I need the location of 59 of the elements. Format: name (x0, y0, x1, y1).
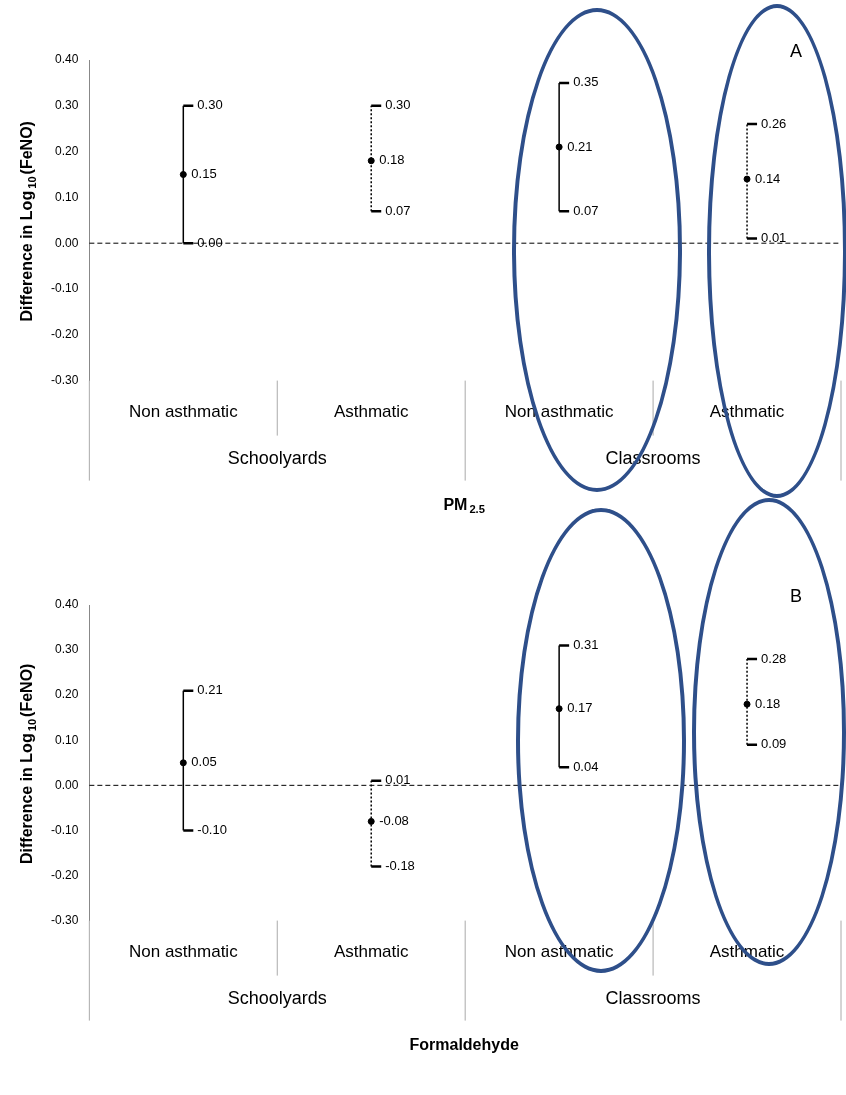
annotation: -0.18 (385, 858, 415, 874)
y-tick-label: -0.30 (50, 912, 79, 927)
data-label: 0.14 (755, 170, 781, 186)
x-axis-title: Formaldehyde (409, 1036, 519, 1054)
y-tick-label: 0.10 (54, 189, 79, 204)
text: Schoolyards (227, 447, 327, 468)
y-tick-label: -0.20 (50, 867, 79, 882)
y-tick-label: 0.40 (54, 52, 79, 67)
text: Classrooms (605, 987, 701, 1008)
data-label: 0.18 (755, 695, 781, 711)
annotation: 0.26 (761, 115, 787, 131)
annotation: 0.31 (573, 637, 599, 653)
y-tick-label: -0.10 (50, 822, 79, 837)
y-tick-label: 0.20 (54, 143, 79, 158)
y-tick-label: -0.30 (50, 372, 79, 387)
annotation: 0.01 (385, 772, 411, 788)
point (367, 157, 375, 165)
data-label: 0.17 (567, 700, 593, 716)
data-label: 0.21 (567, 138, 593, 154)
y-tick-label: 0.00 (54, 235, 79, 250)
annotation: 0.21 (197, 682, 223, 698)
y-axis-title: Difference in Log10(FeNO) (18, 663, 38, 865)
text: Schoolyards (227, 987, 327, 1008)
annotation: -0.10 (197, 822, 227, 838)
point (367, 817, 375, 825)
annotation: 0.35 (573, 74, 599, 90)
annotation: 0.30 (385, 97, 411, 113)
annotation: 0.00 (197, 234, 223, 250)
data-label: -0.08 (379, 812, 409, 828)
point (743, 175, 751, 183)
annotation: 0.28 (761, 650, 787, 666)
y-tick-label: 0.30 (54, 98, 79, 113)
annotation: 0.01 (761, 230, 787, 246)
x-tick-label: Non asthmatic (504, 402, 614, 422)
annotation: B (789, 585, 803, 606)
x-tick-label: Non asthmatic (128, 942, 239, 962)
y-tick-label: -0.20 (50, 327, 79, 342)
annotation: 0.30 (197, 97, 223, 113)
annotation: 0.07 (573, 202, 599, 218)
x-tick-label: Asthmatic (333, 402, 410, 422)
x-tick-label: Asthmatic (333, 942, 410, 962)
y-tick-label: 0.00 (54, 777, 79, 792)
y-tick-label: 0.40 (54, 597, 79, 612)
annotation: 0.04 (573, 758, 599, 774)
y-tick-label: 0.20 (54, 687, 79, 702)
annotation: 0.09 (761, 736, 787, 752)
data-label: 0.15 (191, 166, 217, 182)
y-tick-label: 0.30 (54, 642, 79, 657)
point (179, 171, 187, 178)
point (743, 700, 751, 708)
x-tick-label: Non asthmatic (128, 402, 239, 422)
annotation: A (789, 40, 803, 61)
y-tick-label: -0.10 (50, 281, 79, 296)
data-label: 0.18 (379, 152, 405, 168)
data-label: 0.05 (191, 754, 217, 770)
y-axis-title: Difference in Log10(FeNO) (18, 121, 38, 322)
y-tick-label: 0.10 (54, 732, 79, 747)
annotation: 0.07 (385, 202, 411, 218)
point (179, 759, 187, 767)
